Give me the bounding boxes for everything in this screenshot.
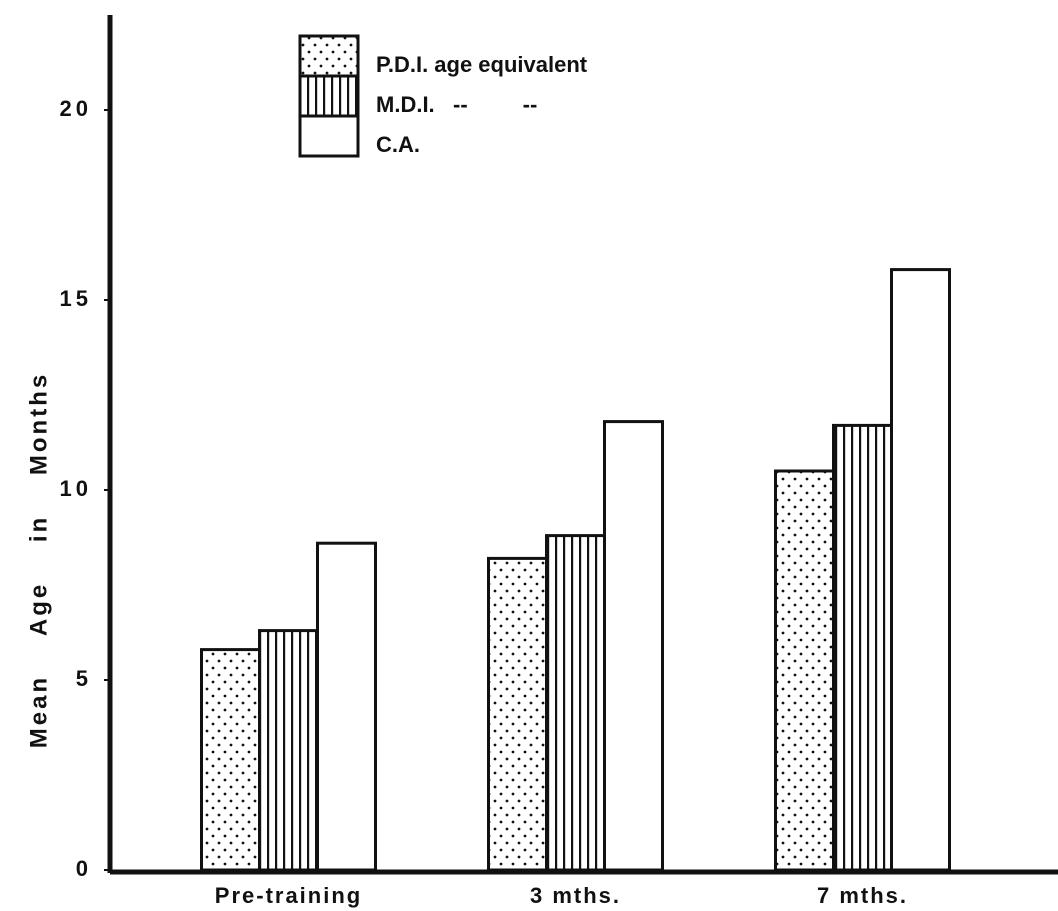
bar [603,420,664,872]
x-tick-label: 7 mths. [817,883,908,908]
legend-swatch [298,34,360,78]
legend-swatch [298,114,360,158]
bar [487,556,548,872]
bar [774,469,835,872]
bar [200,648,261,872]
legend-swatch [298,74,360,118]
bar [316,541,377,872]
bar [832,423,893,872]
legend-label: C.A. [376,132,420,157]
y-axis-label: Mean Age in Months [25,372,52,748]
bar [258,629,319,872]
bar [545,534,606,872]
legend-label: P.D.I. age equivalent [376,52,588,77]
y-tick-label: 10 [60,476,92,501]
bar [890,268,951,872]
y-tick-label: 5 [76,666,92,691]
y-tick-label: 15 [60,286,92,311]
legend-label: M.D.I. -- -- [376,92,537,117]
y-tick-label: 0 [76,856,92,881]
y-tick-label: 20 [60,96,92,121]
x-tick-label: Pre-training [215,883,362,908]
x-tick-label: 3 mths. [530,883,621,908]
